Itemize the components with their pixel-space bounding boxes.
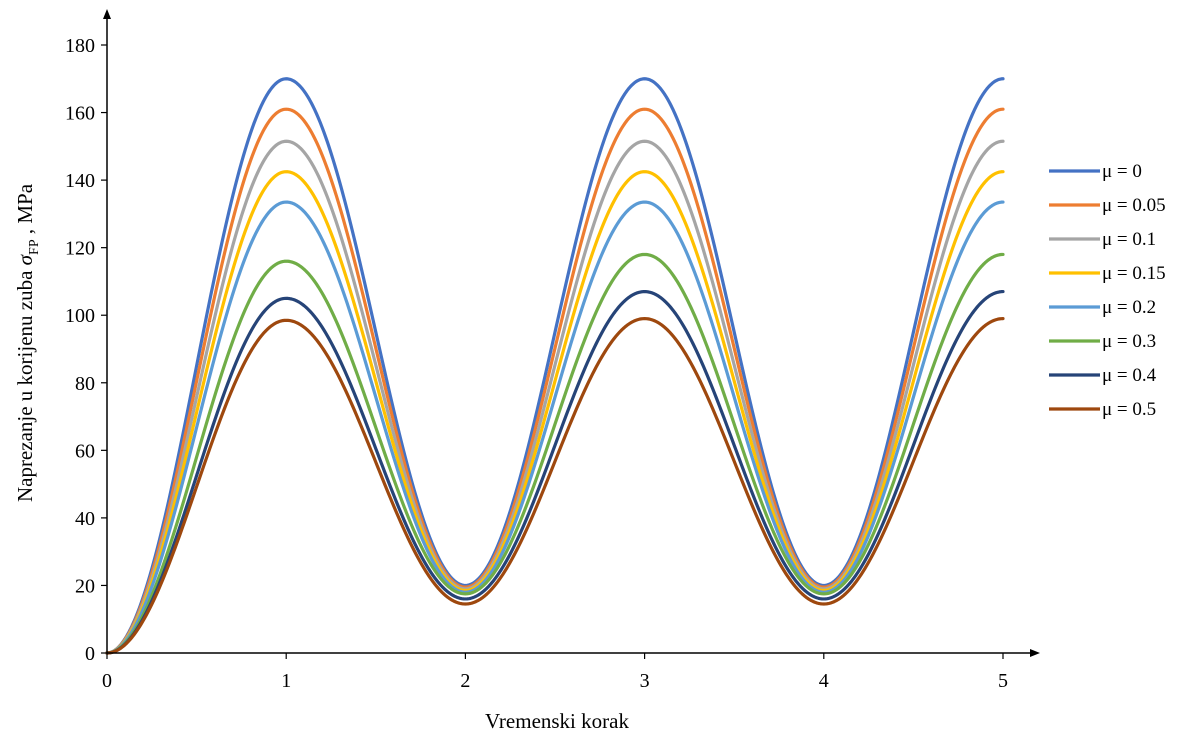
y-axis-title-prefix: Naprezanje u korijenu zuba bbox=[13, 265, 37, 502]
x-axis-title: Vremenski korak bbox=[485, 709, 629, 733]
x-tick-label: 3 bbox=[640, 670, 650, 692]
x-tick-label: 4 bbox=[819, 670, 829, 692]
legend-label: μ = 0.05 bbox=[1102, 195, 1166, 216]
y-tick-label: 100 bbox=[65, 305, 95, 327]
legend-label: μ = 0.3 bbox=[1102, 331, 1156, 352]
legend-label: μ = 0.2 bbox=[1102, 297, 1156, 318]
y-axis-title-symbol: σ bbox=[13, 253, 37, 265]
y-tick-label: 120 bbox=[65, 238, 95, 260]
x-tick-label: 5 bbox=[998, 670, 1008, 692]
x-tick-label: 0 bbox=[102, 670, 112, 692]
y-tick-label: 60 bbox=[75, 440, 95, 462]
y-axis-title: Naprezanje u korijenu zuba σFP , MPa bbox=[13, 183, 42, 502]
series-line bbox=[105, 170, 1005, 655]
legend-label: μ = 0.1 bbox=[1102, 229, 1156, 250]
y-axis-title-subscript: FP bbox=[27, 239, 42, 255]
y-tick-label: 80 bbox=[75, 373, 95, 395]
ticks: 0 20 40 60 80 100 120 140 160 180 0 1 2 3 4 5 bbox=[65, 35, 1008, 692]
series-line bbox=[105, 200, 1005, 655]
series-line bbox=[105, 139, 1005, 655]
series-line bbox=[105, 107, 1005, 655]
legend-label: μ = 0.5 bbox=[1102, 399, 1156, 420]
x-tick-label: 2 bbox=[460, 670, 470, 692]
axes bbox=[103, 9, 1040, 657]
y-tick-label: 180 bbox=[65, 35, 95, 57]
y-tick-label: 140 bbox=[65, 170, 95, 192]
series-line bbox=[105, 317, 1005, 655]
y-tick-label: 20 bbox=[75, 575, 95, 597]
series-group bbox=[105, 77, 1005, 655]
y-tick-label: 40 bbox=[75, 508, 95, 530]
y-tick-label: 0 bbox=[85, 643, 95, 665]
y-axis-title-suffix: , MPa bbox=[13, 183, 37, 239]
legend-label: μ = 0.15 bbox=[1102, 263, 1166, 284]
legend-label: μ = 0.4 bbox=[1102, 365, 1157, 386]
series-line bbox=[105, 252, 1005, 655]
x-tick-label: 1 bbox=[281, 670, 291, 692]
series-line bbox=[105, 289, 1005, 655]
legend-label: μ = 0 bbox=[1102, 161, 1142, 182]
y-tick-label: 160 bbox=[65, 103, 95, 125]
legend: μ = 0 μ = 0.05 μ = 0.1 μ = 0.15 μ = 0.2 μ = 0… bbox=[1049, 161, 1166, 420]
